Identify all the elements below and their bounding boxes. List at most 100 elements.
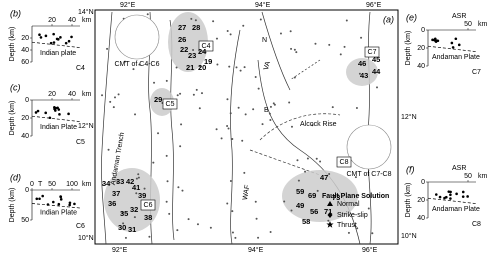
event-number: 21 bbox=[186, 63, 194, 72]
marker-label: T bbox=[38, 181, 43, 188]
lon-label: 94°E bbox=[255, 1, 271, 9]
cmt-beachball bbox=[114, 14, 160, 60]
lat-label: 10°N bbox=[78, 234, 94, 242]
epicenter bbox=[198, 107, 201, 110]
epicenter bbox=[293, 48, 296, 51]
epicenter bbox=[367, 207, 370, 210]
hypocenter bbox=[67, 39, 71, 43]
epicenter bbox=[343, 45, 346, 48]
epicenter bbox=[244, 113, 247, 116]
epicenter bbox=[109, 100, 112, 103]
event-number: 26 bbox=[178, 35, 186, 44]
epicenter bbox=[319, 160, 322, 163]
epicenter bbox=[304, 170, 307, 173]
hypocenter bbox=[51, 200, 55, 204]
epicenter bbox=[316, 189, 319, 192]
axis-title: Depth (km) bbox=[405, 183, 412, 218]
y-tick-label: 40 bbox=[21, 47, 29, 54]
unit: km bbox=[82, 91, 92, 98]
hypocenter bbox=[59, 36, 62, 39]
epicenter bbox=[273, 103, 276, 106]
epicenter bbox=[196, 223, 199, 226]
slab bbox=[427, 45, 477, 52]
hypocenter bbox=[53, 105, 56, 109]
place-label: WAF bbox=[242, 184, 252, 200]
cluster-box bbox=[140, 199, 156, 211]
epicenter bbox=[229, 179, 232, 182]
epicenter bbox=[234, 236, 237, 239]
slab bbox=[31, 203, 81, 209]
hypocenter bbox=[450, 41, 454, 45]
epicenter bbox=[254, 76, 257, 79]
epicenter bbox=[295, 51, 298, 54]
epicenter bbox=[176, 229, 179, 232]
hypocenter bbox=[455, 192, 458, 196]
epicenter bbox=[101, 183, 104, 186]
hypocenter bbox=[38, 33, 41, 37]
lon-label: 92°E bbox=[112, 246, 128, 254]
epicenter bbox=[226, 30, 229, 33]
plate-label: Indian plate bbox=[40, 50, 76, 57]
cluster-label: C8 bbox=[472, 221, 481, 228]
epicenter bbox=[331, 106, 334, 109]
x-tick-label: 40 bbox=[68, 17, 76, 24]
epicenter bbox=[106, 47, 109, 50]
hypocenter bbox=[55, 37, 59, 41]
epicenter bbox=[243, 171, 246, 174]
epicenter bbox=[358, 72, 361, 75]
x-tick-label: 0 bbox=[30, 181, 34, 188]
epicenter bbox=[124, 236, 127, 239]
unit: km bbox=[478, 21, 488, 28]
epicenter bbox=[226, 202, 229, 205]
epicenter bbox=[137, 176, 140, 179]
panel-label: (f) bbox=[406, 164, 415, 174]
place-label: N bbox=[262, 37, 267, 44]
epicenter bbox=[314, 42, 317, 45]
y-tick-label: 0 bbox=[421, 27, 425, 34]
hypocenter bbox=[434, 193, 438, 196]
hypocenter bbox=[451, 46, 455, 49]
cluster-box bbox=[336, 156, 352, 168]
event-number: 44 bbox=[372, 67, 381, 76]
x-tick-label: 50 bbox=[464, 21, 472, 28]
hypocenter bbox=[466, 195, 469, 198]
epicenter bbox=[122, 222, 125, 225]
epicenter bbox=[181, 189, 184, 192]
hypocenter bbox=[57, 202, 61, 206]
epicenter bbox=[241, 139, 244, 142]
epicenter bbox=[356, 227, 359, 230]
x-tick-label: 50 bbox=[48, 181, 56, 188]
panel-label: (c) bbox=[10, 82, 21, 92]
place-label: B bbox=[264, 107, 269, 114]
y-tick-label: 40 bbox=[417, 215, 425, 222]
epicenter bbox=[328, 43, 331, 46]
epicenter bbox=[112, 106, 115, 109]
epicenter bbox=[116, 180, 119, 183]
epicenter bbox=[148, 235, 151, 238]
event-number: 69 bbox=[308, 191, 316, 200]
y-tick-label: 20 bbox=[417, 45, 425, 52]
hypocenter bbox=[48, 116, 52, 120]
hypocenter bbox=[67, 112, 70, 116]
y-tick-label: 0 bbox=[421, 179, 425, 186]
legend-symbol bbox=[327, 212, 333, 218]
epicenter bbox=[220, 137, 223, 140]
epicenter bbox=[311, 124, 314, 127]
panel-label: (d) bbox=[10, 172, 21, 182]
epicenter bbox=[255, 217, 258, 220]
epicenter bbox=[228, 65, 231, 68]
marker-label: ASR bbox=[452, 165, 466, 172]
legend-item: Strike-slip bbox=[337, 212, 368, 219]
epicenter bbox=[165, 79, 168, 82]
epicenter bbox=[243, 66, 246, 69]
epicenter bbox=[345, 19, 348, 22]
epicenter bbox=[121, 212, 124, 215]
event-number: 30 bbox=[118, 223, 126, 232]
marker-label: ASR bbox=[452, 13, 466, 20]
epicenter bbox=[180, 123, 183, 126]
cluster-label: C7 bbox=[368, 49, 377, 56]
y-tick-label: 20 bbox=[417, 197, 425, 204]
epicenter bbox=[137, 173, 140, 176]
epicenter bbox=[239, 69, 242, 72]
epicenter bbox=[288, 101, 291, 104]
